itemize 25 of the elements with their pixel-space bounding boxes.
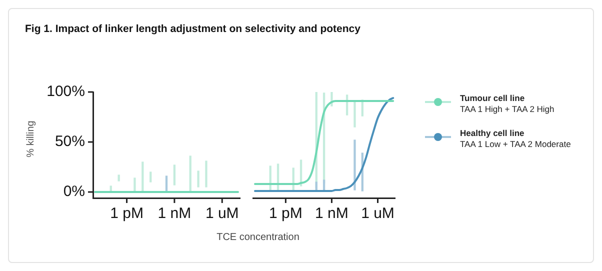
bar: [315, 182, 318, 190]
chart-title: Fig 1. Impact of linker length adjustment on selectivity and potency: [25, 23, 360, 35]
x-tick-label: 1 nM: [158, 205, 192, 222]
bar: [134, 178, 136, 192]
y-tick-label: 50%: [54, 133, 85, 150]
x-tick-label: 1 nM: [315, 205, 348, 222]
bar: [118, 174, 120, 182]
bar: [197, 170, 200, 188]
legend-label: Healthy cell line TAA 1 Low + TAA 2 Moderate: [460, 128, 571, 150]
bar: [354, 100, 356, 128]
x-tick-label: 1 uM: [205, 205, 239, 222]
bar: [150, 172, 152, 182]
bar: [173, 164, 176, 186]
bar: [205, 160, 208, 188]
x-tick-label: 1 uM: [361, 205, 394, 222]
bar: [189, 156, 192, 192]
x-tick-label: 1 pM: [269, 205, 302, 222]
x-tick-label: 1 pM: [110, 205, 144, 222]
y-tick-label: 0%: [63, 183, 85, 200]
x-axis-title: TCE concentration: [216, 232, 300, 243]
y-axis-title: % killing: [26, 120, 36, 158]
y-tick-label: 100%: [46, 83, 85, 100]
bar: [354, 140, 356, 190]
bar: [322, 180, 326, 190]
legend-label: Tumour cell line TAA 1 High + TAA 2 High: [460, 93, 554, 115]
